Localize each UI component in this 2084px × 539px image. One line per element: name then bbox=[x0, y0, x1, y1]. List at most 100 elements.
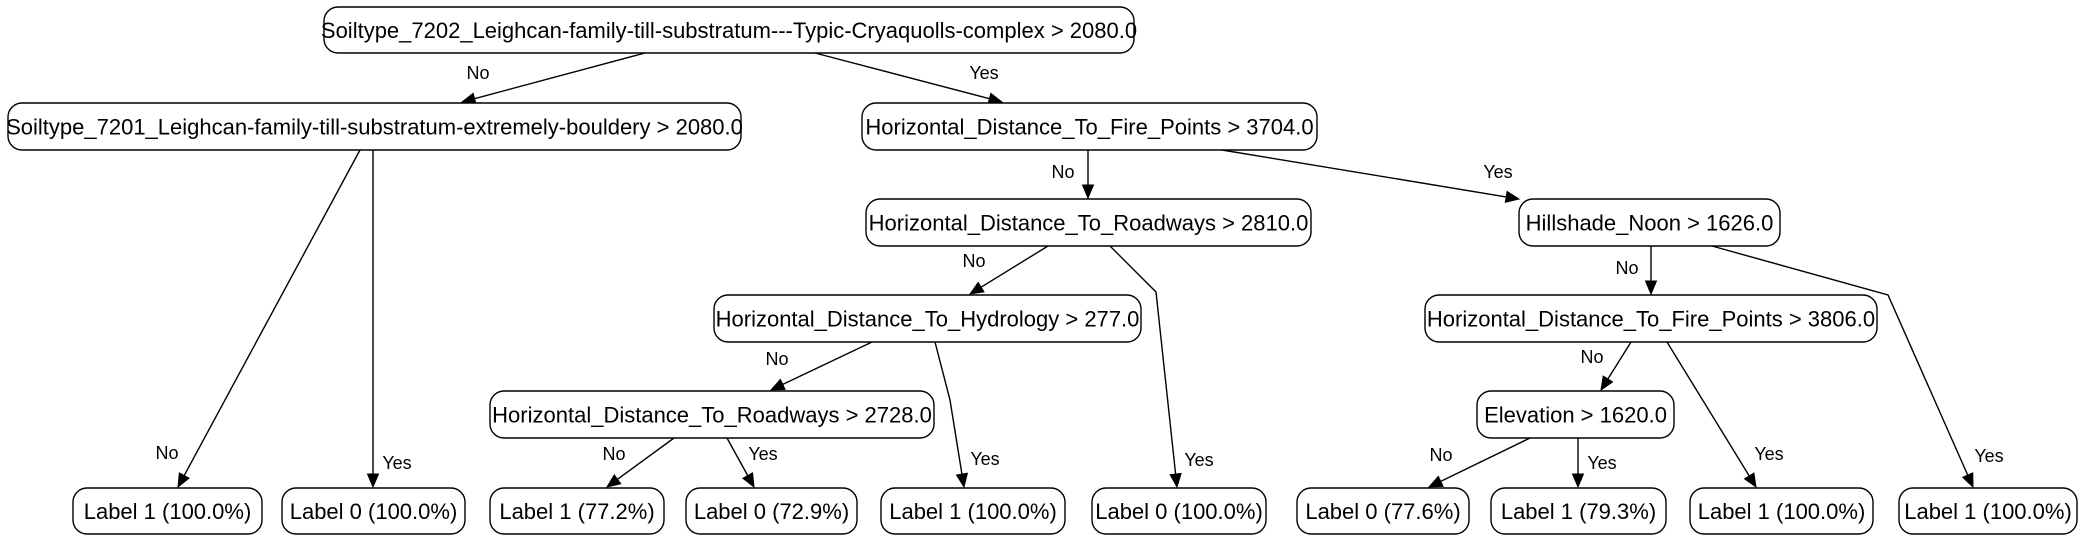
node-label: Label 1 (79.3%) bbox=[1501, 499, 1656, 524]
edge-label: Yes bbox=[1587, 453, 1616, 473]
decision-node-n4: Hillshade_Noon > 1626.0 bbox=[1518, 198, 1781, 247]
edge-line bbox=[934, 341, 963, 475]
edge-line bbox=[1607, 341, 1632, 380]
decision-node-n7: Horizontal_Distance_To_Roadways > 2728.0 bbox=[489, 390, 935, 439]
arrowhead-icon bbox=[1961, 472, 1974, 489]
edge-line bbox=[782, 341, 873, 386]
edge-n3-n5: No bbox=[962, 245, 1049, 295]
edge-n7-l4: Yes bbox=[726, 437, 778, 489]
node-box bbox=[281, 487, 466, 535]
arrowhead-icon bbox=[742, 472, 755, 489]
edge-n1-l1: No bbox=[155, 149, 361, 489]
node-label: Label 1 (100.0%) bbox=[889, 499, 1057, 524]
arrowhead-icon bbox=[1427, 475, 1444, 488]
edge-label: No bbox=[1615, 258, 1638, 278]
arrowhead-icon bbox=[1169, 472, 1182, 489]
decision-node-n8: Elevation > 1620.0 bbox=[1476, 390, 1675, 439]
node-box bbox=[1689, 487, 1874, 535]
node-label: Label 1 (100.0%) bbox=[1698, 499, 1866, 524]
node-label: Horizontal_Distance_To_Roadways > 2810.0 bbox=[869, 211, 1309, 236]
edge-n1-l2: Yes bbox=[366, 150, 412, 489]
node-box bbox=[880, 487, 1066, 535]
node-box bbox=[1490, 487, 1667, 535]
arrowhead-icon bbox=[769, 378, 786, 391]
node-box bbox=[72, 487, 263, 535]
node-label: Label 1 (100.0%) bbox=[1904, 499, 2072, 524]
arrowhead-icon bbox=[1571, 473, 1585, 489]
edge-n2-n3: No bbox=[1051, 150, 1095, 200]
node-label: Label 1 (100.0%) bbox=[84, 499, 252, 524]
edge-n4-l10: Yes bbox=[1711, 245, 2004, 489]
node-box bbox=[489, 487, 665, 535]
edge-line bbox=[726, 437, 749, 476]
edge-line bbox=[980, 245, 1049, 288]
arrowhead-icon bbox=[366, 473, 380, 489]
node-label: Horizontal_Distance_To_Fire_Points > 370… bbox=[865, 115, 1313, 140]
edge-n4-n6: No bbox=[1615, 246, 1658, 296]
edge-label: No bbox=[1580, 347, 1603, 367]
leaf-node-l1: Label 1 (100.0%) bbox=[72, 487, 263, 535]
node-box bbox=[1091, 487, 1267, 535]
node-box bbox=[861, 102, 1318, 151]
edge-n2-n4: Yes bbox=[1221, 149, 1521, 203]
node-box bbox=[323, 6, 1135, 54]
leaf-node-l3: Label 1 (77.2%) bbox=[489, 487, 665, 535]
edge-label: Yes bbox=[1754, 444, 1783, 464]
edge-label: Yes bbox=[1184, 450, 1213, 470]
edge-label: No bbox=[1051, 162, 1074, 182]
edge-line bbox=[474, 52, 646, 100]
node-box bbox=[1518, 198, 1781, 247]
node-box bbox=[713, 294, 1142, 343]
node-label: Label 1 (77.2%) bbox=[499, 499, 654, 524]
edge-line bbox=[1711, 245, 1969, 476]
edge-n5-l5: Yes bbox=[934, 341, 1000, 489]
node-label: Horizontal_Distance_To_Roadways > 2728.0 bbox=[492, 403, 932, 428]
arrowhead-icon bbox=[955, 472, 969, 489]
edge-line bbox=[183, 149, 361, 476]
leaf-node-l7: Label 0 (77.6%) bbox=[1296, 487, 1470, 535]
edge-n6-n8: No bbox=[1580, 341, 1632, 392]
edge-n0-n1: No bbox=[460, 52, 646, 105]
leaf-node-l9: Label 1 (100.0%) bbox=[1689, 487, 1874, 535]
decision-node-n0: Soiltype_7202_Leighcan-family-till-subst… bbox=[321, 6, 1137, 54]
edge-label: Yes bbox=[382, 453, 411, 473]
node-box bbox=[685, 487, 858, 535]
edge-label: Yes bbox=[1483, 162, 1512, 182]
edge-n6-l9: Yes bbox=[1666, 341, 1784, 489]
node-box bbox=[1424, 294, 1878, 343]
node-label: Hillshade_Noon > 1626.0 bbox=[1526, 211, 1774, 236]
node-box bbox=[489, 390, 935, 439]
edge-line bbox=[814, 52, 990, 100]
edge-line bbox=[1666, 341, 1750, 477]
node-label: Soiltype_7202_Leighcan-family-till-subst… bbox=[321, 18, 1137, 43]
arrowhead-icon bbox=[1081, 184, 1095, 200]
decision-node-n5: Horizontal_Distance_To_Hydrology > 277.0 bbox=[713, 294, 1142, 343]
edge-n8-l7: No bbox=[1427, 437, 1531, 488]
arrowhead-icon bbox=[968, 281, 985, 295]
edge-label: No bbox=[1429, 445, 1452, 465]
node-box bbox=[7, 102, 742, 151]
arrowhead-icon bbox=[605, 473, 622, 488]
edge-n3-l6: Yes bbox=[1109, 245, 1214, 489]
edge-n5-n7: No bbox=[765, 341, 873, 391]
leaf-node-l5: Label 1 (100.0%) bbox=[880, 487, 1066, 535]
edge-n0-n2: Yes bbox=[814, 52, 1004, 105]
edge-line bbox=[617, 437, 675, 480]
node-box bbox=[1296, 487, 1470, 535]
edge-label: Yes bbox=[1974, 446, 2003, 466]
edge-label: No bbox=[765, 349, 788, 369]
leaf-node-l6: Label 0 (100.0%) bbox=[1091, 487, 1267, 535]
edge-label: Yes bbox=[970, 449, 999, 469]
decision-node-n3: Horizontal_Distance_To_Roadways > 2810.0 bbox=[865, 198, 1312, 247]
leaf-node-l10: Label 1 (100.0%) bbox=[1898, 487, 2078, 535]
edge-label: No bbox=[466, 63, 489, 83]
arrowhead-icon bbox=[1600, 375, 1614, 392]
node-label: Horizontal_Distance_To_Hydrology > 277.0 bbox=[716, 307, 1140, 332]
decision-node-n2: Horizontal_Distance_To_Fire_Points > 370… bbox=[861, 102, 1318, 151]
node-label: Elevation > 1620.0 bbox=[1484, 403, 1667, 428]
leaf-node-l2: Label 0 (100.0%) bbox=[281, 487, 466, 535]
decision-node-n6: Horizontal_Distance_To_Fire_Points > 380… bbox=[1424, 294, 1878, 343]
arrowhead-icon bbox=[1743, 472, 1757, 489]
edge-label: No bbox=[962, 251, 985, 271]
